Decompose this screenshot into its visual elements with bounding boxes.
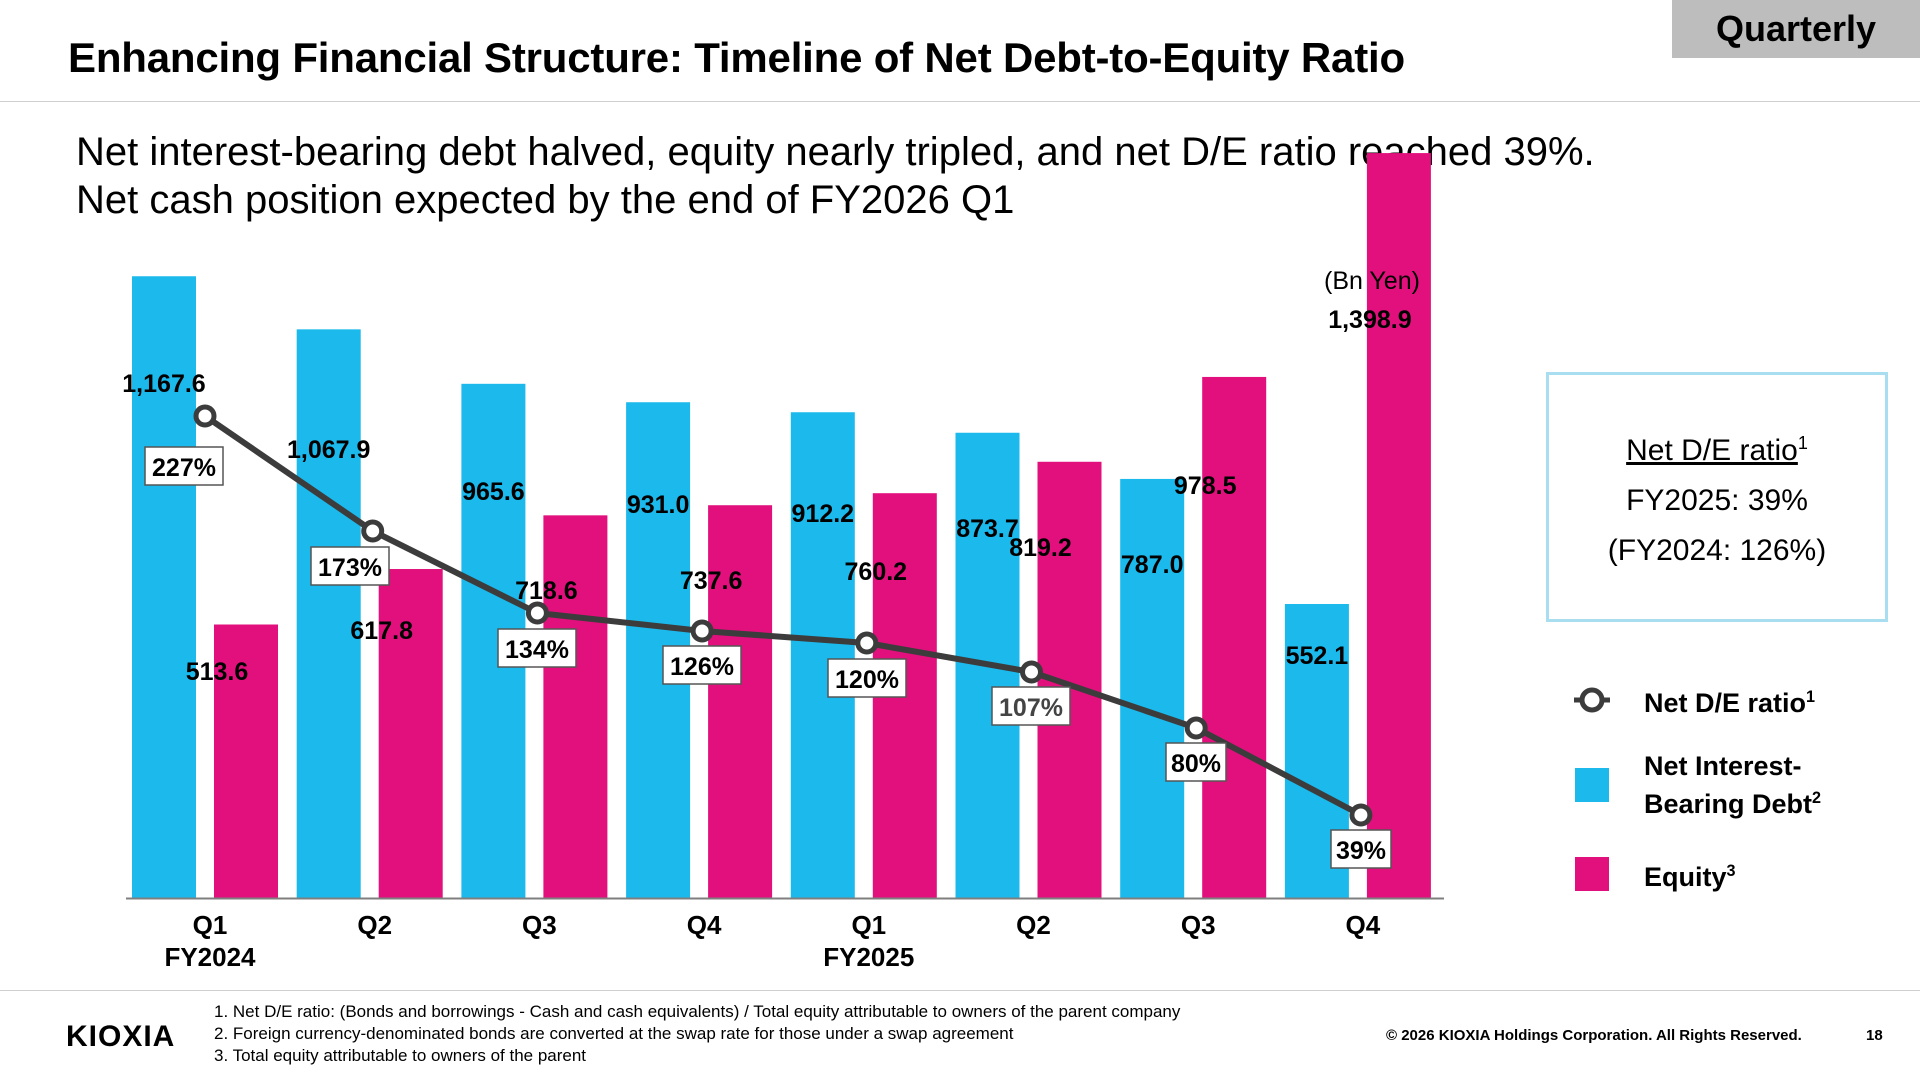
de-ratio-label: 107% — [999, 694, 1063, 722]
de-ratio-label: 126% — [670, 653, 734, 681]
debt-bar — [1120, 478, 1185, 898]
de-ratio-point — [690, 619, 714, 643]
category-label: Q3 — [1181, 910, 1216, 940]
category-sublabel: FY2024 — [164, 942, 256, 972]
de-ratio-label-box — [144, 446, 224, 486]
de-ratio-label: 39% — [1336, 837, 1386, 865]
equity-value-label: 760.2 — [845, 558, 908, 586]
category-label: Q1 — [193, 910, 228, 940]
de-ratio-label-box — [310, 546, 390, 586]
legend-label-text: Net Interest-Bearing Debt — [1644, 751, 1813, 819]
circle-marker-line-icon — [1572, 680, 1612, 720]
category-sublabel: FY2025 — [823, 942, 914, 972]
de-ratio-label-box — [991, 686, 1071, 726]
de-ratio-label: 120% — [835, 666, 899, 694]
footnote-2: 2. Foreign currency-denominated bonds ar… — [214, 1024, 1014, 1043]
summary-fy2025: FY2025: 39% — [1626, 484, 1808, 517]
debt-equity-chart: 1,167.6 513.6 1,067.9 617.8 965.6 718.6 931.0 7… — [122, 153, 1444, 972]
debt-bar — [132, 276, 196, 898]
de-ratio-point — [855, 631, 879, 655]
page-title: Enhancing Financial Structure: Timeline … — [68, 34, 1405, 81]
de-ratio-label: 80% — [1171, 750, 1221, 778]
legend-sup: 3 — [1726, 862, 1736, 880]
de-ratio-label-box — [827, 658, 907, 698]
legend-sup: 1 — [1806, 688, 1816, 706]
debt-bar — [296, 329, 361, 898]
legend-label-text: Net D/E ratio — [1644, 688, 1807, 718]
equity-bar — [543, 515, 608, 898]
debt-value-label: 965.6 — [462, 478, 525, 506]
equity-bar — [1366, 153, 1431, 898]
debt-value-label: 552.1 — [1286, 642, 1349, 670]
equity-value-label: 978.5 — [1174, 472, 1237, 500]
equity-bar — [1202, 376, 1267, 899]
de-ratio-label: 134% — [505, 636, 569, 664]
subtitle: Net interest-bearing debt halved, equity… — [76, 128, 1595, 224]
de-ratio-point — [1184, 716, 1208, 740]
equity-bar — [378, 569, 443, 898]
unit-label: (Bn Yen) — [1324, 267, 1420, 295]
subtitle-line-2: Net cash position expected by the end of… — [76, 178, 1015, 222]
blue-swatch-icon — [1575, 768, 1609, 802]
legend-label-text: Equity — [1644, 862, 1727, 892]
equity-value-label: 617.8 — [350, 617, 413, 645]
de-ratio-point — [193, 404, 217, 428]
de-ratio-label-box — [1330, 829, 1392, 869]
footnote-3: 3. Total equity attributable to owners o… — [214, 1046, 587, 1065]
legend-sup: 2 — [1812, 789, 1822, 807]
de-ratio-line — [203, 413, 1363, 818]
summary-heading: Net D/E ratio1 — [1626, 418, 1808, 476]
category-label: Q4 — [1346, 910, 1381, 940]
legend-item-net-de: Net D/E ratio1 — [1572, 680, 1815, 720]
category-label: Q2 — [357, 910, 392, 940]
equity-value-label: 819.2 — [1009, 534, 1072, 562]
header-divider — [0, 101, 1920, 102]
footnotes: 1. Net D/E ratio: (Bonds and borrowings … — [214, 1001, 1180, 1067]
equity-value-label: 718.6 — [515, 577, 578, 605]
de-ratio-point — [1020, 660, 1043, 684]
summary-fy2024: (FY2024: 126%) — [1607, 534, 1827, 567]
de-ratio-point — [525, 601, 549, 625]
summary-heading-text: Net D/E ratio — [1626, 434, 1798, 467]
de-ratio-label-box — [662, 645, 742, 685]
page-number: 18 — [1866, 1027, 1883, 1044]
debt-value-label: 1,167.6 — [122, 370, 205, 398]
copyright: © 2026 KIOXIA Holdings Corporation. All … — [1386, 1027, 1802, 1044]
debt-value-label: 912.2 — [792, 500, 855, 528]
equity-value-label: 513.6 — [186, 658, 249, 686]
net-de-summary-box: Net D/E ratio1 FY2025: 39% (FY2024: 126%… — [1546, 372, 1888, 622]
footnote-1: 1. Net D/E ratio: (Bonds and borrowings … — [214, 1002, 1181, 1021]
category-label: Q1 — [851, 910, 886, 940]
category-label: Q3 — [522, 910, 557, 940]
footer-divider — [0, 990, 1920, 991]
debt-value-label: 873.7 — [956, 515, 1019, 543]
de-ratio-label-box — [497, 628, 577, 668]
legend-item-equity: Equity3 — [1572, 855, 1736, 893]
pink-swatch-icon — [1575, 857, 1609, 891]
debt-bar — [790, 412, 855, 898]
equity-value-label: 737.6 — [680, 567, 743, 595]
legend-label: Net Interest-Bearing Debt2 — [1644, 750, 1844, 820]
de-ratio-point — [1349, 803, 1373, 827]
summary-heading-sup: 1 — [1797, 433, 1808, 453]
equity-value-label: 1,398.9 — [1328, 306, 1411, 334]
legend-item-debt: Net Interest-Bearing Debt2 — [1572, 750, 1844, 820]
category-label: Q4 — [687, 910, 722, 940]
debt-value-label: 931.0 — [627, 491, 690, 519]
debt-value-label: 1,067.9 — [287, 436, 370, 464]
de-ratio-label: 173% — [318, 554, 382, 582]
debt-value-label: 787.0 — [1121, 551, 1184, 579]
quarterly-badge: Quarterly — [1672, 0, 1920, 58]
legend-label: Net D/E ratio1 — [1644, 681, 1815, 719]
legend-label: Equity3 — [1644, 855, 1736, 893]
de-ratio-point — [361, 519, 385, 543]
subtitle-line-1: Net interest-bearing debt halved, equity… — [76, 130, 1595, 174]
equity-bar — [708, 505, 773, 898]
kioxia-logo: KIOXIA — [66, 1020, 176, 1053]
de-ratio-label-box — [1165, 742, 1227, 782]
category-label: Q2 — [1016, 910, 1051, 940]
de-ratio-label: 227% — [152, 454, 216, 482]
equity-bar — [214, 624, 278, 898]
